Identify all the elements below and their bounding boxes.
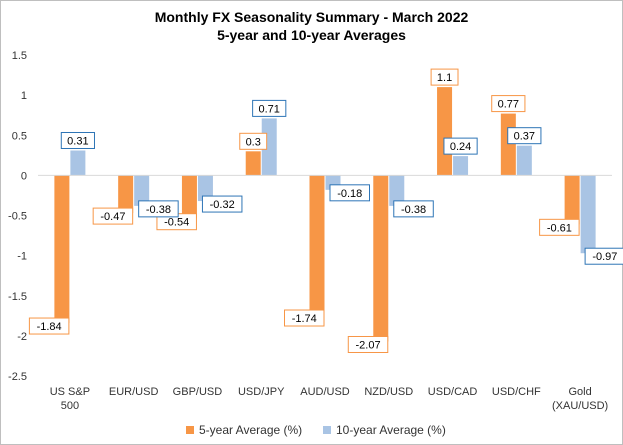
data-label: -0.18 <box>337 188 362 200</box>
x-tick-label: USD/CHF <box>492 386 541 398</box>
x-tick-label: Gold <box>568 386 591 398</box>
data-label: -1.84 <box>37 321 62 333</box>
data-label: -2.07 <box>355 339 380 351</box>
data-label: -1.74 <box>292 313 317 325</box>
bar-5yr <box>437 87 453 176</box>
data-label: -0.32 <box>210 199 235 211</box>
y-tick-label: 1 <box>21 90 27 102</box>
y-tick-label: 0.5 <box>12 130 27 142</box>
y-tick-label: -2.5 <box>8 371 27 383</box>
chart-subtitle: 5-year and 10-year Averages <box>217 27 406 43</box>
x-tick-label: USD/JPY <box>238 386 285 398</box>
bar-5yr <box>118 175 134 214</box>
y-tick-label: 0 <box>21 170 27 182</box>
data-label-box <box>329 184 370 202</box>
data-label: -0.61 <box>547 222 572 234</box>
bar-10yr <box>197 175 213 202</box>
x-tick-label: US S&P <box>50 386 90 398</box>
data-label-box <box>393 200 434 218</box>
bar-10yr <box>70 150 86 176</box>
bar-10yr <box>389 175 405 206</box>
data-label-box <box>28 317 70 335</box>
legend-label-5-year: 5-year Average (%) <box>199 423 303 437</box>
data-label-box <box>491 95 526 113</box>
data-label-box <box>539 218 580 236</box>
data-label-box <box>92 207 134 225</box>
x-tick-label: NZD/USD <box>364 386 413 398</box>
data-label-box <box>347 335 389 353</box>
y-tick-label: -1 <box>17 251 27 263</box>
data-label-box <box>507 127 542 145</box>
bar-10yr <box>134 175 150 206</box>
bar-5yr <box>54 175 70 324</box>
data-label: 0.37 <box>514 131 535 143</box>
data-label-box <box>284 309 325 327</box>
legend-swatch-5-year <box>186 426 194 434</box>
data-label: 1.1 <box>437 72 452 84</box>
x-tick-label: USD/CAD <box>428 386 478 398</box>
legend-swatch-10-year <box>323 426 331 434</box>
x-tick-label: AUD/USD <box>300 386 350 398</box>
bar-5yr <box>500 113 516 176</box>
bar-10yr <box>580 175 596 254</box>
data-label-box <box>60 131 95 149</box>
x-tick-label: GBP/USD <box>173 386 223 398</box>
data-label-box <box>443 137 478 155</box>
y-tick-label: 1.5 <box>12 50 27 62</box>
x-tick-label: 500 <box>61 400 79 412</box>
x-tick-label: (XAU/USD) <box>552 400 608 412</box>
data-label-box <box>138 200 179 218</box>
data-label: 0.3 <box>246 136 261 148</box>
bar-10yr <box>516 145 532 176</box>
data-label: -0.54 <box>164 217 189 229</box>
bar-5yr <box>373 175 389 342</box>
bar-5yr <box>181 175 197 219</box>
y-tick-label: -0.5 <box>8 211 27 223</box>
x-tick-label: EUR/USD <box>109 386 159 398</box>
data-label-box <box>239 132 268 150</box>
data-label-box <box>201 195 243 213</box>
bar-5yr <box>245 151 261 176</box>
legend-item-10-year: 10-year Average (%) <box>323 423 446 437</box>
bar-5yr <box>564 175 580 225</box>
data-label: -0.38 <box>146 204 171 216</box>
bar-10yr <box>261 118 277 176</box>
data-label-box <box>584 247 623 265</box>
bar-5yr <box>309 175 325 316</box>
data-label-box <box>252 99 287 117</box>
data-label: -0.97 <box>592 251 617 263</box>
data-label: -0.38 <box>401 204 426 216</box>
data-label: 0.31 <box>67 135 88 147</box>
data-label: 0.71 <box>259 103 280 115</box>
data-label: -0.47 <box>100 211 125 223</box>
legend-item-5-year: 5-year Average (%) <box>186 423 302 437</box>
data-label-box <box>430 68 459 86</box>
data-label: 0.24 <box>450 141 471 153</box>
y-tick-label: -2 <box>17 331 27 343</box>
bar-10yr <box>453 156 469 176</box>
y-tick-label: -1.5 <box>8 291 27 303</box>
chart-title: Monthly FX Seasonality Summary - March 2… <box>154 9 469 25</box>
data-label: 0.77 <box>498 99 519 111</box>
legend-label-10-year: 10-year Average (%) <box>336 423 446 437</box>
